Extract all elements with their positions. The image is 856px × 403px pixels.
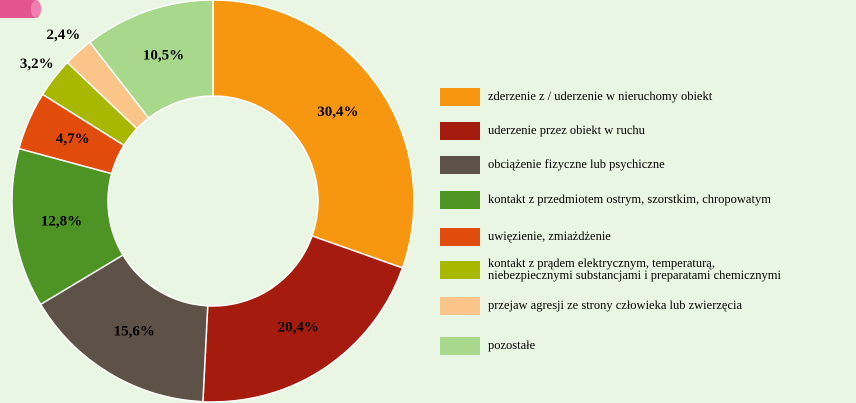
legend-label: uderzenie przez obiekt w ruchu — [488, 123, 646, 137]
tab-decoration — [0, 0, 41, 18]
legend-label: uwięzienie, zmiażdżenie — [488, 229, 611, 243]
legend-label: obciążenie fizyczne lub psychiczne — [488, 157, 665, 171]
value-label: 20,4% — [278, 320, 319, 336]
donut-slice — [88, 0, 214, 120]
legend-swatch — [440, 122, 480, 140]
value-label: 15,6% — [114, 324, 155, 340]
value-label: 4,7% — [56, 131, 90, 147]
value-label: 2,4% — [47, 27, 81, 43]
legend-label: przejaw agresji ze strony człowieka lub … — [488, 298, 742, 312]
legend-label: pozostałe — [488, 338, 536, 352]
tab-decoration — [31, 0, 41, 18]
legend-swatch — [440, 191, 480, 209]
legend-swatch — [440, 337, 480, 355]
legend-swatch — [440, 297, 480, 315]
value-label: 12,8% — [41, 214, 82, 230]
donut-slice — [202, 234, 404, 403]
legend-swatch — [440, 228, 480, 246]
value-label: 10,5% — [143, 48, 184, 64]
value-label: 30,4% — [317, 104, 358, 120]
value-label: 3,2% — [20, 56, 54, 72]
donut-slice — [212, 0, 415, 269]
legend-label: kontakt z prądem elektrycznym, temperatu… — [488, 256, 781, 282]
legend-swatch — [440, 156, 480, 174]
legend-swatch — [440, 88, 480, 106]
legend-label: kontakt z przedmiotem ostrym, szorstkim,… — [488, 192, 771, 206]
legend-label: zderzenie z / uderzenie w nieruchomy obi… — [488, 89, 713, 103]
legend-swatch — [440, 261, 480, 279]
